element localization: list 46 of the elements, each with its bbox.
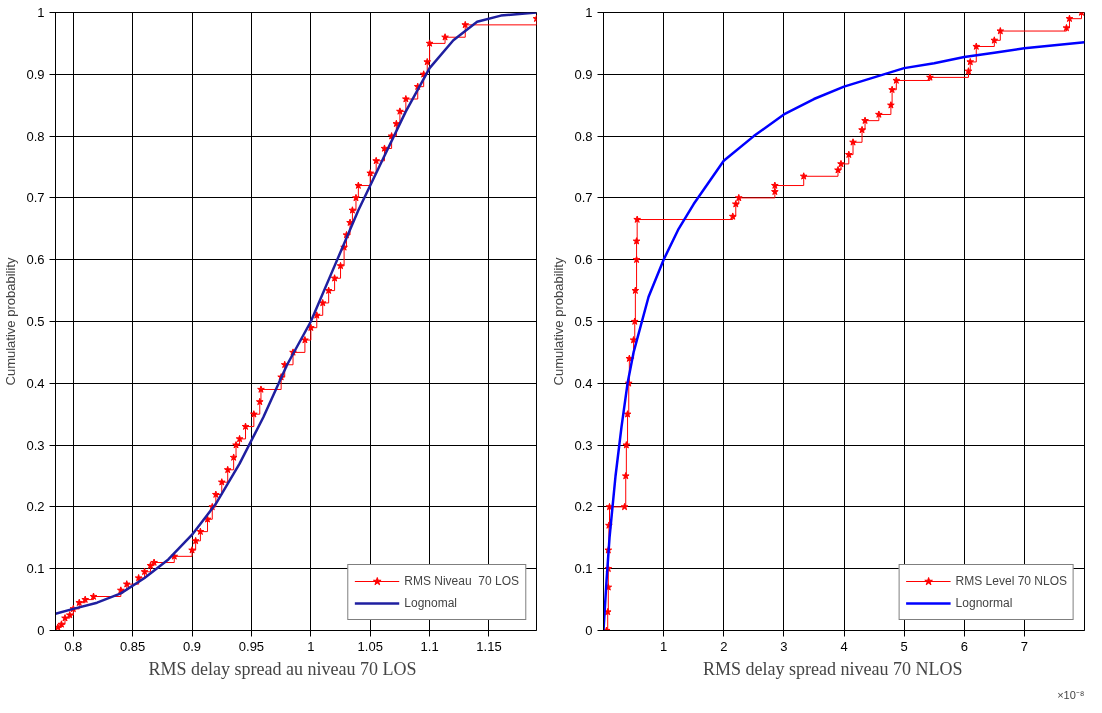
x-tick-label: 1.05 [357, 638, 383, 654]
x-axis-title: RMS delay spread au niveau 70 LOS [148, 658, 417, 679]
y-tick-label: 0.1 [574, 561, 593, 577]
x-tick-label: 0.8 [64, 638, 83, 654]
x-tick-label: 2 [720, 638, 728, 654]
x-tick-label: 3 [780, 638, 788, 654]
y-tick-label: 0.5 [26, 314, 45, 329]
x-tick-label: 6 [960, 638, 968, 654]
y-tick-label: 0.9 [26, 66, 45, 82]
y-tick-label: 0.4 [574, 375, 593, 391]
y-tick-label: 0.3 [574, 437, 593, 453]
y-tick-label: 0.5 [574, 314, 593, 329]
y-tick-label: 0.1 [26, 561, 45, 577]
y-tick-label: 0.3 [26, 437, 45, 453]
y-tick-label: 0 [37, 623, 45, 638]
y-axis-title: Cumulative probability [3, 257, 19, 386]
x-tick-label: 1 [660, 638, 668, 654]
x-tick-label: 1.15 [476, 638, 502, 654]
x-tick-label: 5 [900, 638, 908, 654]
y-axis-title: Cumulative probability [551, 257, 567, 386]
x-tick-label: 7 [1020, 638, 1028, 654]
x-tick-label: 0.9 [183, 638, 202, 654]
legend-label: Lognomal [404, 596, 457, 610]
y-tick-label: 0.7 [574, 190, 593, 206]
y-tick-label: 0.9 [574, 66, 593, 82]
x-tick-label: 4 [840, 638, 848, 654]
x-tick-label: 0.85 [120, 638, 146, 654]
y-tick-label: 0.4 [26, 375, 45, 391]
y-tick-label: 0.8 [26, 128, 45, 144]
y-tick-label: 0.6 [26, 252, 45, 268]
legend-label: RMS Niveau 70 LOS [404, 574, 519, 588]
y-tick-label: 0.8 [574, 128, 593, 144]
y-tick-label: 0.7 [26, 190, 45, 206]
x-tick-label: 1.1 [420, 638, 439, 654]
y-tick-label: 1 [585, 5, 593, 20]
legend-label: RMS Level 70 NLOS [955, 574, 1067, 588]
y-tick-label: 0.2 [26, 499, 45, 515]
x-tick-label: 1 [307, 638, 315, 654]
x-tick-label: 0.95 [238, 638, 265, 654]
y-tick-label: 0.2 [574, 499, 593, 515]
x-axis-title: RMS delay spread niveau 70 NLOS [703, 658, 963, 679]
y-tick-label: 0 [585, 623, 593, 638]
legend-label: Lognormal [955, 596, 1013, 610]
y-tick-label: 1 [37, 5, 45, 20]
y-tick-label: 0.6 [574, 252, 593, 268]
text: ×10⁻⁸ [1057, 688, 1085, 701]
